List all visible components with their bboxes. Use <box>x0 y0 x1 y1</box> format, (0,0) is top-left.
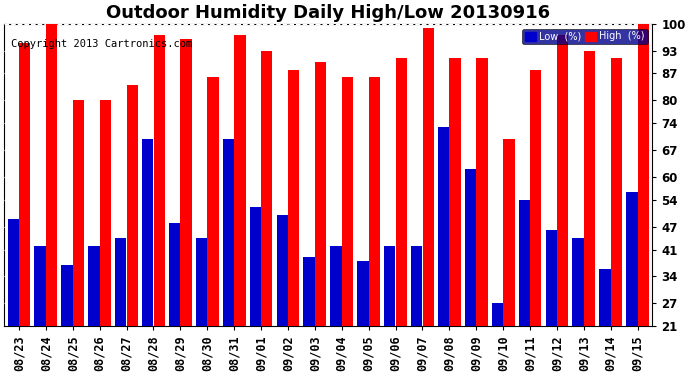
Bar <box>262 51 273 375</box>
Legend: Low  (%), High  (%): Low (%), High (%) <box>522 28 648 44</box>
Bar <box>154 35 165 375</box>
Text: Copyright 2013 Cartronics.com: Copyright 2013 Cartronics.com <box>10 39 192 49</box>
Bar <box>73 100 84 375</box>
Bar <box>142 139 153 375</box>
Bar <box>546 231 557 375</box>
Bar <box>115 238 126 375</box>
Bar <box>331 246 342 375</box>
Bar <box>638 24 649 375</box>
Bar <box>465 169 476 375</box>
Title: Outdoor Humidity Daily High/Low 20130916: Outdoor Humidity Daily High/Low 20130916 <box>106 4 551 22</box>
Bar <box>288 70 299 375</box>
Bar <box>411 246 422 375</box>
Bar <box>100 100 111 375</box>
Bar <box>8 219 19 375</box>
Bar <box>357 261 368 375</box>
Bar <box>492 303 503 375</box>
Bar <box>600 269 611 375</box>
Bar <box>235 35 246 375</box>
Bar <box>315 62 326 375</box>
Bar <box>61 265 72 375</box>
Bar <box>530 70 542 375</box>
Bar <box>196 238 207 375</box>
Bar <box>34 246 46 375</box>
Bar <box>449 58 461 375</box>
Bar <box>304 257 315 375</box>
Bar <box>503 139 515 375</box>
Bar <box>438 127 449 375</box>
Bar <box>342 77 353 375</box>
Bar <box>573 238 584 375</box>
Bar <box>422 27 434 375</box>
Bar <box>395 58 407 375</box>
Bar <box>476 58 488 375</box>
Bar <box>169 223 180 375</box>
Bar <box>88 246 99 375</box>
Bar <box>384 246 395 375</box>
Bar <box>208 77 219 375</box>
Bar <box>223 139 234 375</box>
Bar <box>368 77 380 375</box>
Bar <box>250 207 261 375</box>
Bar <box>611 58 622 375</box>
Bar <box>557 35 569 375</box>
Bar <box>127 85 138 375</box>
Bar <box>46 24 57 375</box>
Bar <box>19 43 30 375</box>
Bar <box>181 39 192 375</box>
Bar <box>627 192 638 375</box>
Bar <box>584 51 595 375</box>
Bar <box>519 200 530 375</box>
Bar <box>277 215 288 375</box>
